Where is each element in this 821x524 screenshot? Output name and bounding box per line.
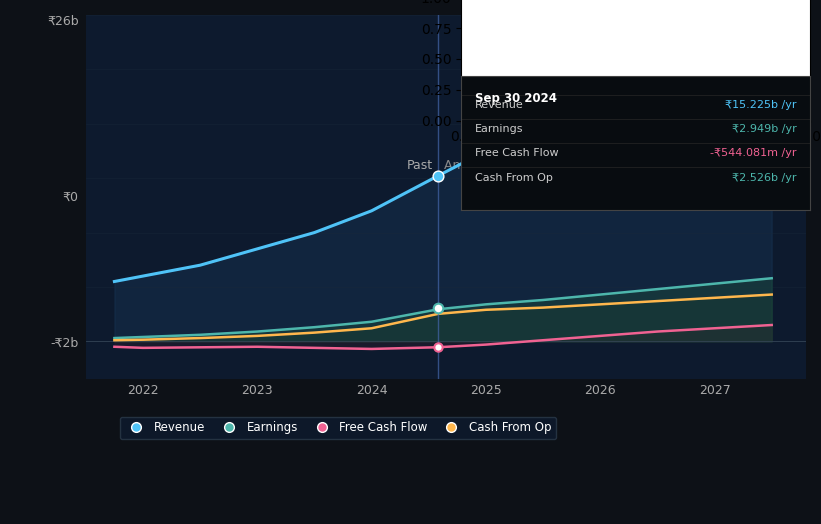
Text: -₹2b: -₹2b (50, 337, 79, 350)
Text: Earnings: Earnings (475, 124, 524, 135)
Text: ₹26b: ₹26b (47, 15, 79, 28)
Text: -₹544.081m /yr: -₹544.081m /yr (710, 148, 796, 158)
Legend: Revenue, Earnings, Free Cash Flow, Cash From Op: Revenue, Earnings, Free Cash Flow, Cash … (120, 417, 556, 439)
Text: ₹2.526b /yr: ₹2.526b /yr (732, 172, 796, 182)
Text: Analysts Forecasts: Analysts Forecasts (444, 159, 561, 171)
Point (432, 171, 445, 180)
Text: Revenue: Revenue (475, 101, 524, 111)
Text: Past: Past (406, 159, 433, 171)
Point (432, 343, 445, 352)
Point (432, 304, 445, 312)
Text: ₹2.949b /yr: ₹2.949b /yr (732, 124, 796, 135)
Text: ₹0: ₹0 (62, 191, 79, 204)
Text: Free Cash Flow: Free Cash Flow (475, 148, 559, 158)
Text: Cash From Op: Cash From Op (475, 172, 553, 182)
Text: ₹15.225b /yr: ₹15.225b /yr (725, 101, 796, 111)
Text: Sep 30 2024: Sep 30 2024 (475, 92, 557, 105)
